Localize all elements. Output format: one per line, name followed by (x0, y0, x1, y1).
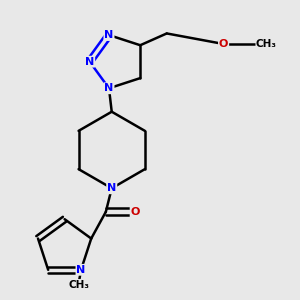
Text: N: N (107, 183, 116, 193)
Text: O: O (130, 207, 140, 217)
Text: N: N (85, 57, 94, 67)
Text: O: O (219, 39, 228, 49)
Text: N: N (104, 30, 114, 40)
Text: N: N (76, 265, 86, 275)
Text: N: N (104, 83, 114, 93)
Text: CH₃: CH₃ (69, 280, 90, 290)
Text: CH₃: CH₃ (256, 39, 277, 49)
